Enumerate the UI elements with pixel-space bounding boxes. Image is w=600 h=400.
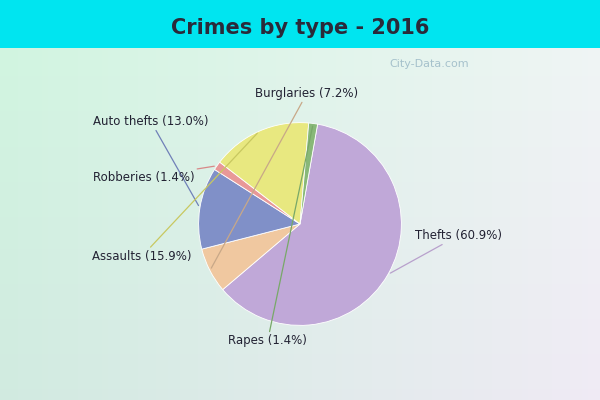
Wedge shape [199, 170, 300, 249]
Wedge shape [220, 123, 309, 224]
Wedge shape [202, 224, 300, 290]
Wedge shape [300, 123, 317, 224]
Text: Auto thefts (13.0%): Auto thefts (13.0%) [93, 115, 208, 206]
Wedge shape [223, 124, 401, 325]
Text: Rapes (1.4%): Rapes (1.4%) [228, 126, 313, 347]
Text: Thefts (60.9%): Thefts (60.9%) [391, 229, 502, 273]
Text: Robberies (1.4%): Robberies (1.4%) [93, 166, 214, 184]
Text: City-Data.com: City-Data.com [389, 58, 469, 68]
Wedge shape [215, 162, 300, 224]
Text: Crimes by type - 2016: Crimes by type - 2016 [171, 18, 429, 38]
Text: Assaults (15.9%): Assaults (15.9%) [92, 133, 257, 263]
Text: Burglaries (7.2%): Burglaries (7.2%) [211, 86, 359, 268]
